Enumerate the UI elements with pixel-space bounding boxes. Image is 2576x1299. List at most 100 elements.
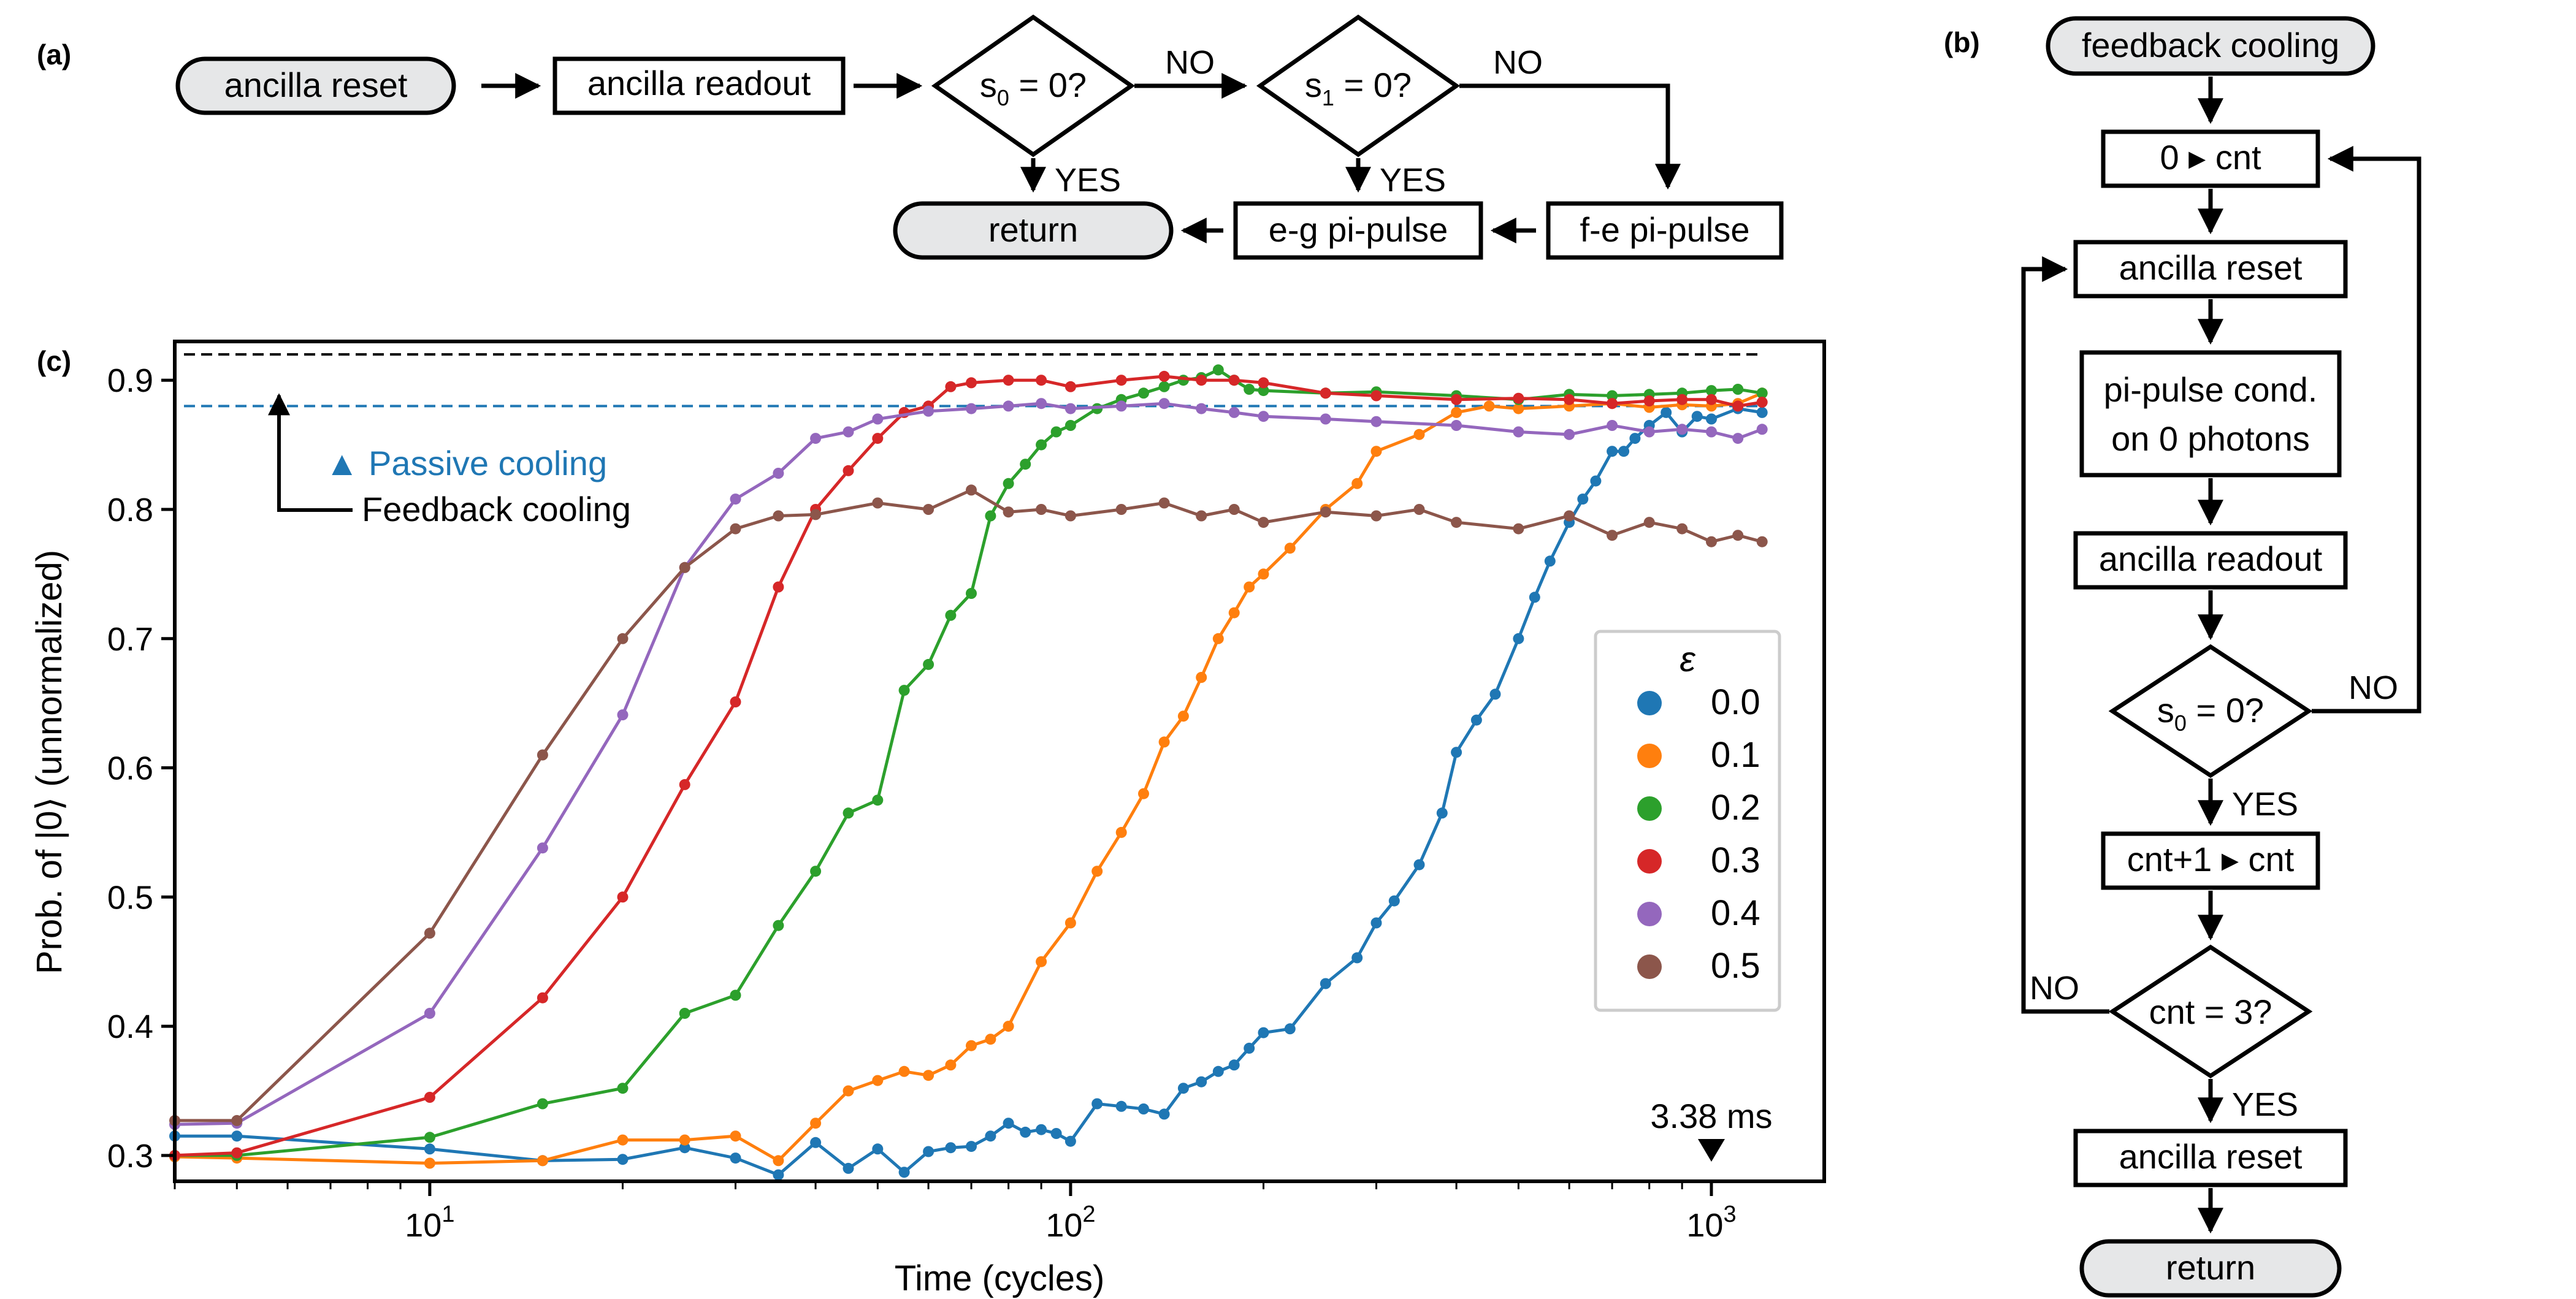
data-point — [1629, 433, 1641, 444]
b-reset2-text: ancilla reset — [2119, 1137, 2303, 1176]
data-point — [1196, 375, 1207, 386]
series-line-0.5 — [175, 488, 1763, 1122]
data-point — [773, 920, 784, 931]
data-point — [872, 413, 884, 425]
data-point — [1050, 426, 1062, 438]
data-point — [1577, 493, 1589, 505]
data-point — [1003, 375, 1014, 386]
data-point — [1756, 424, 1768, 435]
data-point — [810, 1137, 822, 1148]
data-point — [1320, 413, 1331, 425]
data-point — [810, 866, 822, 877]
data-point — [1177, 710, 1189, 722]
a-yes-label-2: YES — [1380, 162, 1446, 199]
b-cond-text-2: on 0 photons — [2111, 419, 2310, 458]
data-point — [1483, 400, 1495, 412]
a-s0-text: s0 = 0? — [980, 66, 1087, 110]
data-point — [1320, 387, 1331, 399]
data-point — [231, 1130, 243, 1142]
b-cond-node — [2079, 350, 2342, 478]
data-point — [985, 1130, 996, 1142]
data-point — [1228, 375, 1240, 386]
data-point — [1513, 633, 1524, 644]
data-point — [1388, 895, 1400, 907]
series-0.5 — [169, 484, 1768, 1126]
data-point — [1513, 426, 1524, 438]
y-tick-label: 0.9 — [107, 362, 153, 399]
data-point — [1091, 1098, 1103, 1110]
data-point — [872, 1143, 884, 1155]
data-point — [1732, 400, 1744, 412]
b-s0-text: s0 = 0? — [2157, 691, 2264, 736]
data-point — [617, 1134, 629, 1146]
b-cond-text-1: pi-pulse cond. — [2104, 370, 2318, 409]
data-point — [1115, 375, 1127, 386]
data-point — [923, 405, 934, 417]
panel-b-label: (b) — [1944, 26, 1980, 58]
data-point — [1284, 543, 1296, 554]
b-s0-decision — [2108, 644, 2313, 779]
data-point — [966, 403, 977, 414]
b-init-text: 0 ▸ cnt — [2160, 138, 2261, 177]
data-point — [537, 992, 548, 1004]
data-point — [1036, 375, 1047, 386]
legend-title: ε — [1680, 639, 1696, 679]
data-point — [730, 696, 741, 707]
data-point — [1661, 406, 1672, 418]
data-point — [945, 1142, 957, 1154]
data-point — [1003, 478, 1014, 489]
data-point — [1756, 536, 1768, 547]
data-point — [945, 1059, 957, 1071]
a-fe-text: f-e pi-pulse — [1580, 210, 1749, 249]
panel-a-label: (a) — [37, 39, 71, 70]
data-point — [1158, 381, 1170, 392]
data-point — [773, 1169, 784, 1181]
b-start-text: feedback cooling — [2082, 26, 2339, 64]
data-point — [1158, 736, 1170, 748]
data-point — [231, 1147, 243, 1159]
b-reset-text: ancilla reset — [2119, 248, 2303, 287]
data-point — [1258, 1027, 1269, 1038]
data-point — [679, 1142, 690, 1154]
data-point — [923, 1070, 934, 1081]
y-tick-label: 0.4 — [107, 1008, 153, 1045]
data-point — [1244, 384, 1255, 395]
feedback-annotation-arrow — [268, 393, 353, 512]
legend-marker-0.0 — [1637, 691, 1662, 715]
panel-b-flowchart: (b) feedback cooling 0 ▸ cnt ancilla res… — [1944, 16, 2421, 1298]
legend-items: 0.0 0.1 0.2 0.3 0.4 0.5 — [1637, 682, 1760, 986]
data-point — [617, 891, 629, 903]
data-point — [679, 779, 690, 790]
data-point — [1564, 510, 1575, 522]
plot-frame — [173, 340, 1826, 1183]
x-tick-label: 103 — [1686, 1202, 1736, 1244]
data-point — [1756, 387, 1768, 399]
data-point — [1003, 400, 1014, 412]
data-point — [1158, 1108, 1170, 1120]
a-return-text: return — [988, 210, 1078, 249]
data-point — [1003, 1118, 1014, 1129]
data-point — [773, 510, 784, 522]
time-marker-triangle — [1697, 1139, 1725, 1162]
data-point — [1212, 633, 1224, 644]
data-point — [1513, 523, 1524, 535]
data-point — [730, 493, 741, 505]
legend-label-0.5: 0.5 — [1711, 946, 1760, 986]
a-arrows — [481, 73, 1681, 243]
data-point — [1564, 394, 1575, 405]
data-point — [1064, 510, 1076, 522]
data-point — [1091, 866, 1103, 877]
data-point — [1228, 1059, 1240, 1071]
data-point — [1706, 394, 1717, 405]
data-point — [424, 928, 435, 939]
data-point — [1732, 530, 1744, 541]
data-point — [1756, 406, 1768, 418]
data-point — [923, 658, 934, 670]
series-0.3 — [169, 370, 1768, 1161]
b-yes-label-1: YES — [2232, 786, 2298, 823]
b-return-text: return — [2166, 1248, 2255, 1287]
data-point — [1676, 523, 1688, 535]
data-point — [1064, 381, 1076, 392]
data-point — [1258, 568, 1269, 580]
data-point — [1732, 384, 1744, 395]
